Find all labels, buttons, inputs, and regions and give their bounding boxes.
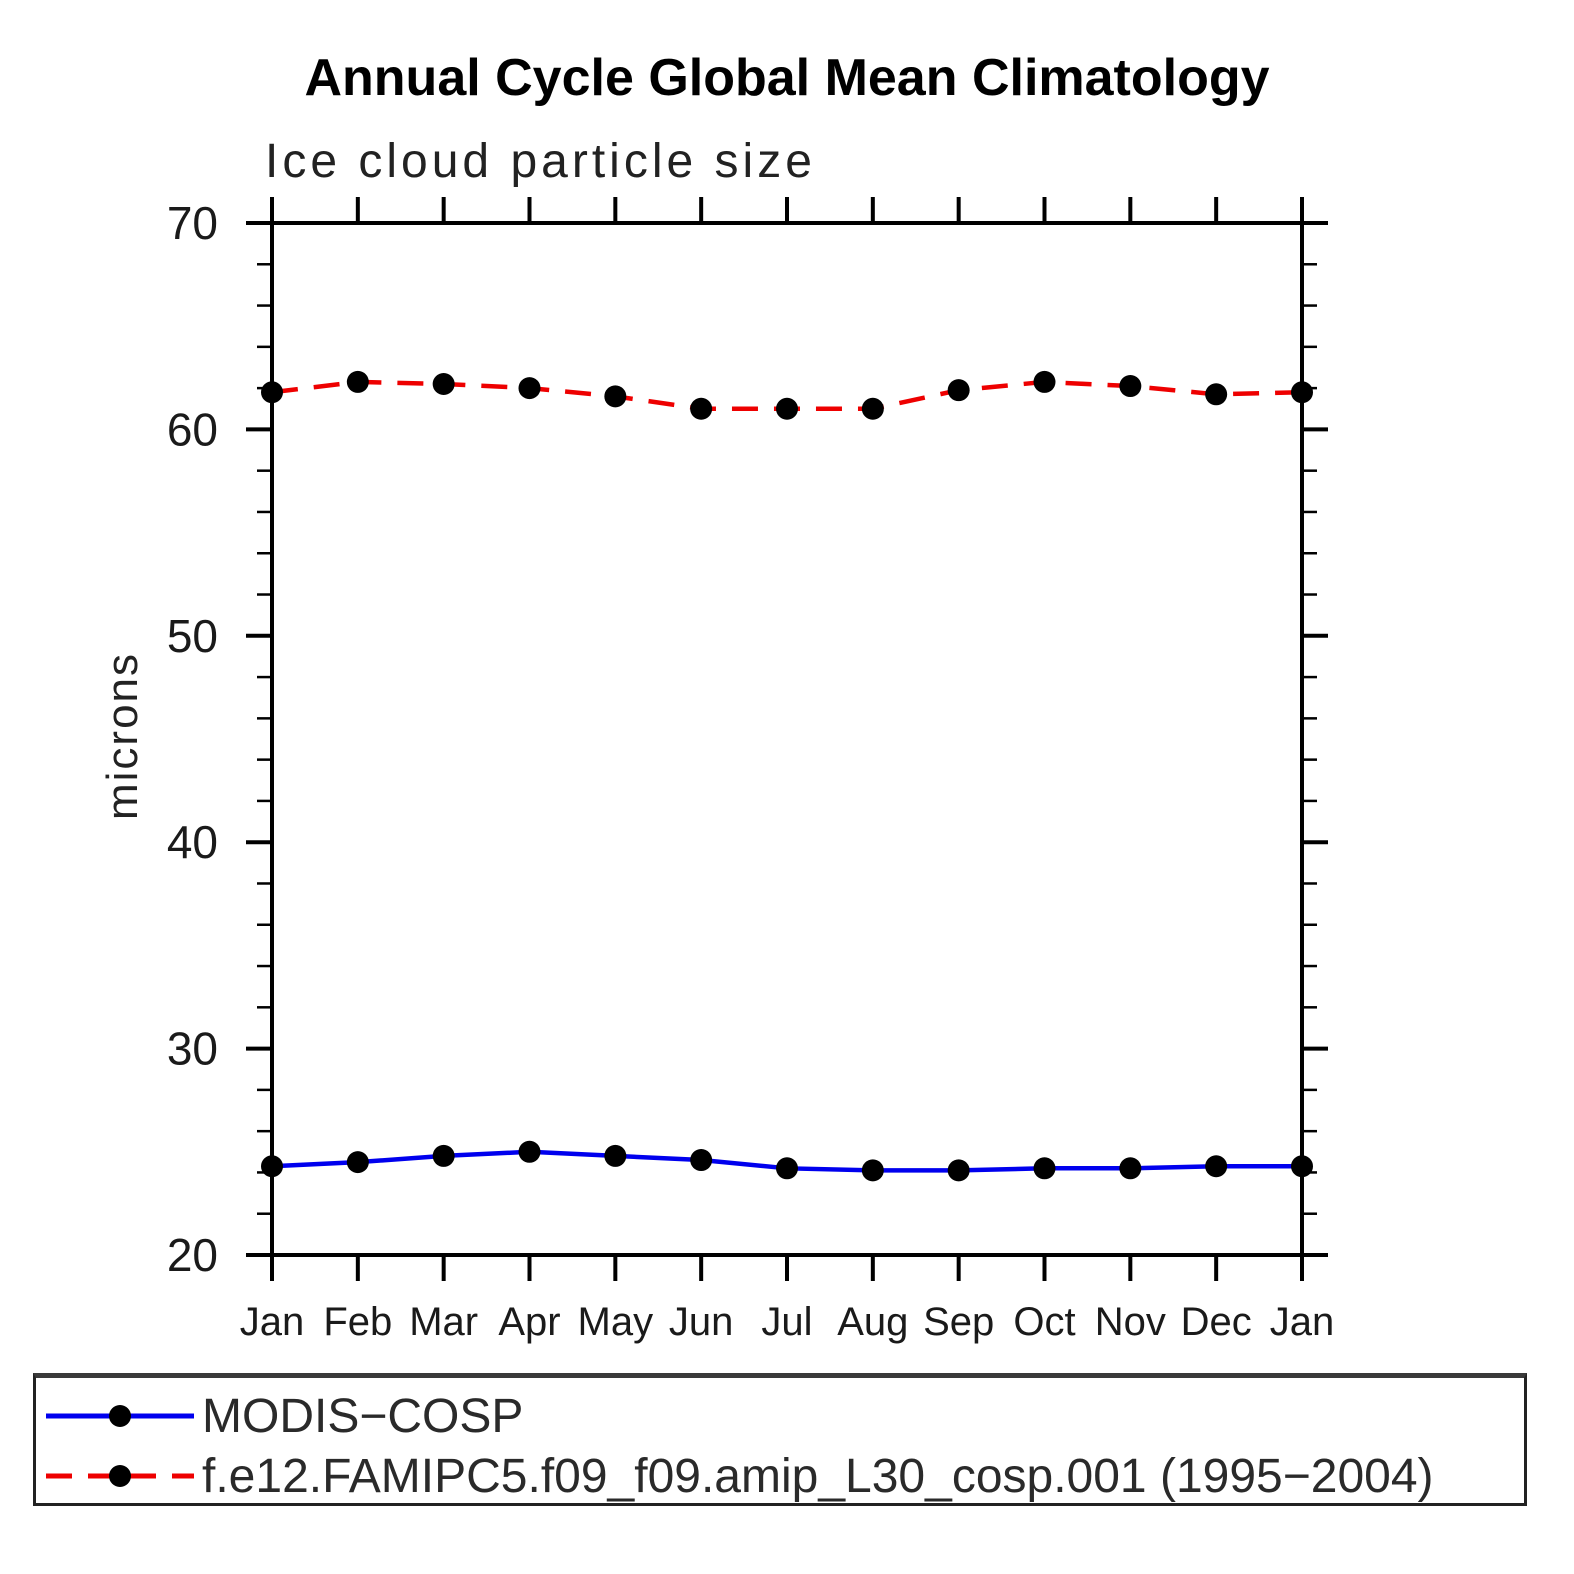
data-point [261,381,283,404]
x-tick-label: Jan [1270,1300,1335,1344]
x-tick-label: Dec [1181,1300,1252,1344]
plot-area: 20 30 40 50 60 70 Jan Feb Mar Apr May Jun Jul Aug Sep… [167,197,1335,1344]
legend-line-sample-modis [46,1405,194,1427]
data-point [604,385,627,408]
x-axis-ticks [270,197,1304,1281]
x-tick-label: May [578,1300,654,1344]
x-tick-label: Feb [323,1300,392,1344]
series-modis-cosp [261,1140,1313,1182]
data-point [690,1149,713,1172]
x-axis-month-labels: Jan Feb Mar Apr May Jun Jul Aug Sep Oct Nov Dec Jan [240,1300,1335,1344]
data-point [1033,370,1056,393]
x-tick-label: Jul [761,1300,812,1344]
data-point [346,1151,369,1174]
data-point [861,1159,884,1182]
x-tick-label: Nov [1095,1300,1166,1344]
legend-box: MODIS−COSP f.e12.FAMIPC5.f09_f09.amip_L3… [33,1373,1527,1506]
plot-frame-rect [270,221,1304,1257]
data-point [776,397,798,420]
data-point [518,377,541,400]
x-tick-label: Jan [240,1300,305,1344]
y-tick-label: 40 [167,816,218,868]
y-tick-label: 50 [167,610,218,662]
data-point [518,1140,541,1163]
plot-frame [270,221,1304,1257]
x-tick-label: Aug [837,1300,908,1344]
data-point [1291,1155,1313,1178]
legend-marker-modis [109,1405,131,1427]
data-point [1205,383,1228,406]
y-axis-ticks [246,221,1328,1257]
data-point [1291,381,1313,404]
legend-label-model: f.e12.FAMIPC5.f09_f09.amip_L30_cosp.001 … [202,1449,1434,1503]
y-tick-label: 30 [167,1023,218,1075]
data-point [432,1144,455,1167]
x-tick-label: Oct [1013,1300,1075,1344]
data-point [1033,1157,1056,1180]
data-point [861,397,884,420]
legend-marker-model [109,1465,131,1487]
legend-label-modis: MODIS−COSP [202,1389,524,1443]
x-tick-label: Mar [409,1300,478,1344]
legend-line-sample-model [46,1465,194,1487]
data-point [1119,375,1142,398]
x-tick-label: Apr [498,1300,560,1344]
data-point [346,370,369,393]
x-tick-label: Sep [923,1300,994,1344]
y-tick-label: 60 [167,403,218,455]
data-point [776,1157,798,1180]
data-point [1119,1157,1142,1180]
data-point [261,1155,283,1178]
y-tick-label: 20 [167,1229,218,1281]
page-title: Annual Cycle Global Mean Climatology [304,49,1270,107]
data-point [432,372,455,395]
data-point [947,379,970,402]
y-axis-tick-labels: 20 30 40 50 60 70 [167,197,218,1281]
data-point [690,397,713,420]
chart-subtitle: Ice cloud particle size [265,135,816,188]
data-point [1205,1155,1228,1178]
data-point [947,1159,970,1182]
legend-item-model: f.e12.FAMIPC5.f09_f09.amip_L30_cosp.001 … [42,1449,1434,1503]
legend-item-modis: MODIS−COSP [42,1389,524,1443]
x-tick-label: Jun [669,1300,734,1344]
series-model-amip [261,370,1313,420]
y-tick-label: 70 [167,197,218,249]
data-point [604,1144,627,1167]
